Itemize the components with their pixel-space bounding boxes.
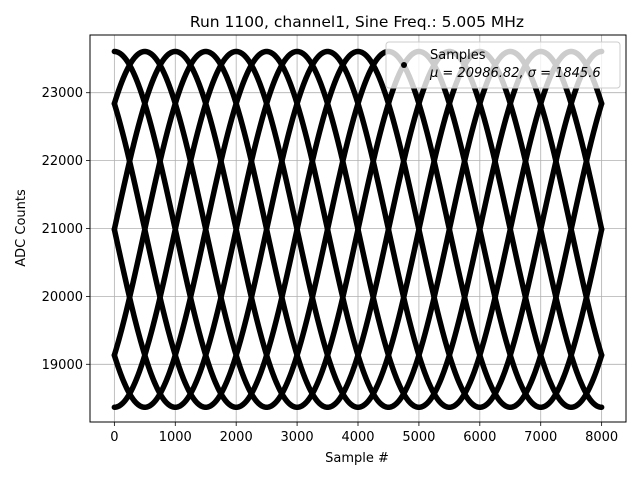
y-tick-label: 20000	[42, 290, 83, 305]
legend-series-stats: μ = 20986.82, σ = 1845.6	[429, 66, 601, 81]
data-points	[111, 48, 605, 411]
sample-trace	[111, 48, 605, 411]
y-tick-label: 22000	[42, 154, 83, 169]
x-tick-label: 0	[110, 430, 118, 445]
chart-title: Run 1100, channel1, Sine Freq.: 5.005 MH…	[190, 13, 524, 31]
x-tick-label: 5000	[402, 430, 435, 445]
x-tick-label: 3000	[281, 430, 314, 445]
y-tick-label: 23000	[42, 86, 83, 101]
sample-trace	[111, 48, 605, 411]
x-tick-label: 8000	[585, 430, 618, 445]
x-tick-label: 4000	[341, 430, 374, 445]
y-tick-label: 19000	[42, 358, 83, 373]
legend-box	[385, 41, 621, 89]
legend: Samples μ = 20986.82, σ = 1845.6	[385, 41, 621, 89]
x-axis-label: Sample #	[325, 451, 389, 466]
x-tick-label: 1000	[159, 430, 192, 445]
sample-trace	[111, 48, 605, 411]
legend-marker	[401, 62, 407, 68]
x-tick-label: 7000	[524, 430, 557, 445]
sample-trace	[111, 48, 605, 411]
axis-ticks: 0 1000 2000 3000 4000 5000 6000 7000 8000 19000 20…	[42, 86, 619, 445]
y-tick-label: 21000	[42, 222, 83, 237]
legend-series-name: Samples	[430, 48, 486, 63]
y-axis-label: ADC Counts	[14, 189, 29, 267]
x-tick-label: 2000	[220, 430, 253, 445]
x-tick-label: 6000	[463, 430, 496, 445]
sample-trace	[111, 48, 605, 411]
